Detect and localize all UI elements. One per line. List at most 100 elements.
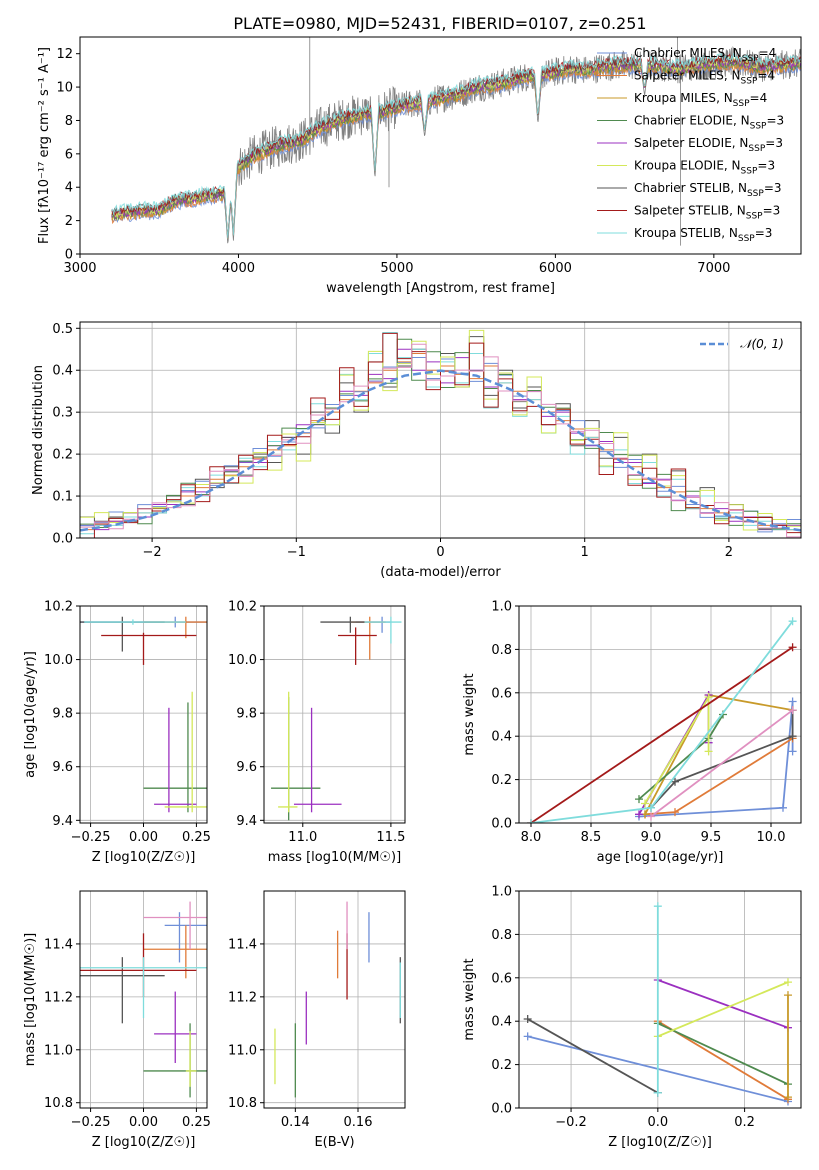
legend-name: Kroupa ELODIE [634,159,724,173]
legend-nssp-value: 4 [767,69,775,83]
legend-nssp-value: 3 [777,114,785,128]
mass-weight-marker [783,991,792,1000]
histogram-plot-area [80,329,801,538]
x-tick-label: 11.5 [376,830,405,845]
mass-weight-marker [523,1032,532,1041]
legend-nssp-eq: = [757,69,767,83]
mass-weight-marker [671,808,679,817]
mass-weight-series-line [650,710,794,809]
mass-weight-marker [647,812,655,821]
legend-nssp-value: 3 [765,226,773,240]
gaussian-reference-curve [80,369,801,532]
mass-weight-series-line [638,714,724,800]
y-tick-label: 9.6 [52,760,73,775]
y-tick-label: 1.0 [491,885,512,900]
spectrum-plot-area [111,37,801,246]
legend-nssp-eq: = [755,226,765,240]
mass-weight-marker [653,1088,662,1097]
y-tick-label: 4 [65,181,73,196]
legend-nssp-subscript: SSP [741,77,758,87]
y-tick-label: 9.8 [236,707,257,722]
x-tick-label: 11.0 [288,830,317,845]
line-plot-area [523,902,792,1106]
figure-title: PLATE=0980, MJD=52431, FIBERID=0107, z=0… [233,14,646,33]
legend-entry: Kroupa MILES, NSSP=4 [634,91,767,109]
x-axis-label: age [log10(age/yr)] [597,850,724,865]
legend-name: Chabrier STELIB [634,181,730,195]
y-tick-label: 0.4 [491,730,512,745]
legend-nssp-prefix: , N [721,226,738,240]
y-tick-label: 9.4 [236,814,257,829]
y-tick-label: 0.3 [52,406,73,421]
legend-nssp-value: 3 [767,159,775,173]
legend-entry: Chabrier MILES, NSSP=4 [634,46,776,64]
legend-nssp-eq: = [750,91,760,105]
legend-nssp-eq: = [763,204,773,218]
y-tick-label: 10.0 [44,653,73,668]
y-tick-label: 1.0 [491,600,512,615]
model-fit-line [111,52,801,239]
mass-weight-marker [527,819,535,823]
x-tick-label: 8.0 [521,830,542,845]
x-tick-label: 0.14 [281,1115,310,1130]
mass-weight-marker [783,1093,792,1102]
y-tick-label: 12 [56,47,73,62]
legend-nssp-eq: = [764,181,774,195]
mass-weight-marker [788,706,797,715]
age-vs-mass-panel: 11.0 11.5 9.4 9.6 9.8 10.0 10.2 mass [log10(M/M… [228,600,406,865]
mass-weight-series-line [530,620,794,823]
y-tick-label: 0.0 [491,1102,512,1117]
legend-name: Salpeter MILES [634,69,724,83]
scatter-plot-area [80,616,207,813]
mass-weight-series-line [530,646,794,823]
line-plot-area [527,617,797,823]
legend-nssp-value: 3 [774,181,782,195]
y-tick-label: 0.4 [52,364,73,379]
mass-weight-series-line [644,737,794,816]
x-tick-label: 3000 [63,261,96,276]
mass-weight-series-line [657,1022,789,1085]
y-axis-label: mass weight [462,958,477,1040]
x-tick-label: 0.00 [129,1115,158,1130]
mass-weight-vs-age-panel: 8.0 8.5 9.0 9.5 10.0 0.0 0.2 0.4 0.6 0.8 1.0 age [l… [462,600,802,865]
y-tick-label: 0 [65,248,73,263]
axes-frame [79,321,802,539]
y-tick-label: 0.1 [52,490,73,505]
legend-nssp-subscript: SSP [746,212,763,222]
axes-frame [79,605,208,824]
y-tick-label: 2 [65,214,73,229]
legend-nssp-prefix: , N [730,181,747,195]
x-axis-label: (data-model)/error [380,565,501,580]
y-tick-label: 11.2 [228,990,257,1005]
legend-nssp-subscript: SSP [750,122,767,132]
x-tick-label: −0.25 [71,1115,111,1130]
mass-vs-Z-panel: −0.25 0.00 0.25 10.8 11.0 11.2 11.4 Z [log10(Z/… [23,890,211,1150]
y-tick-label: 10.8 [228,1096,257,1111]
legend-nssp-subscript: SSP [733,99,750,109]
x-tick-label: 0 [436,545,444,560]
mass-weight-series-line [638,701,794,818]
legend-nssp-value: 3 [775,136,783,150]
y-tick-label: 10.2 [228,600,257,615]
legend-name: Kroupa STELIB [634,226,721,240]
axes-frame [263,605,406,824]
mass-weight-series-line [657,981,789,1038]
legend-entry: Chabrier ELODIE, NSSP=3 [634,114,784,132]
spectrum-panel: 3000 4000 5000 6000 7000 0 2 4 6 8 10 12 wavelength … [37,36,802,296]
x-tick-label: 5000 [380,261,413,276]
mass-weight-marker [704,747,713,756]
y-axis-label: Normed distribution [31,365,46,495]
legend-entry: Salpeter STELIB, NSSP=3 [634,204,780,222]
x-tick-label: 8.5 [581,830,602,845]
legend-nssp-prefix: , N [724,69,741,83]
mass-weight-marker [788,732,797,741]
legend-nssp-subscript: SSP [741,167,758,177]
x-tick-label: 0.25 [182,830,211,845]
x-tick-label: 9.5 [701,830,722,845]
mass-weight-marker [783,978,792,987]
mass-weight-marker [788,617,797,626]
mass-weight-series-line [644,693,793,815]
y-tick-label: 11.4 [228,937,257,952]
mass-weight-series-line [527,1018,659,1094]
scatter-plot-area [80,901,207,1098]
